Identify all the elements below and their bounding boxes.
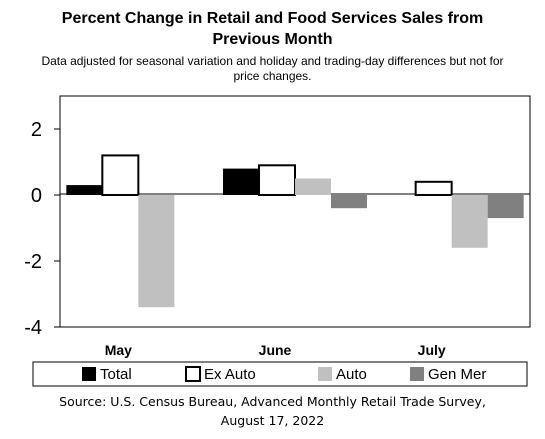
legend-swatch-total xyxy=(82,367,96,381)
y-tick-label: 0 xyxy=(31,185,42,207)
legend-label-total: Total xyxy=(100,366,132,383)
bar-gen-mer-july xyxy=(487,195,524,219)
legend-label-ex-auto: Ex Auto xyxy=(204,366,256,383)
bar-auto-july xyxy=(451,195,488,248)
legend: Total Ex Auto Auto Gen Mer xyxy=(32,361,528,387)
x-axis-category-labels: May June July xyxy=(105,342,446,358)
y-tick-label: -4 xyxy=(24,317,42,339)
chart-title: Percent Change in Retail and Food Servic… xyxy=(0,8,545,50)
y-tick-label: -2 xyxy=(24,251,42,273)
source-line-2: August 17, 2022 xyxy=(220,413,325,428)
category-label-june: June xyxy=(259,342,292,358)
y-axis: 2 0 -2 -4 xyxy=(24,119,60,339)
chart-subtitle-line-2: price changes. xyxy=(233,69,312,83)
legend-swatch-auto xyxy=(318,367,332,381)
bar-series xyxy=(66,154,524,308)
legend-label-auto: Auto xyxy=(336,366,367,383)
chart-subtitle: Data adjusted for seasonal variation and… xyxy=(10,54,535,84)
bar-ex-auto-july xyxy=(414,180,453,197)
bar-auto-june xyxy=(295,178,331,195)
category-label-july: July xyxy=(418,342,446,358)
legend-box xyxy=(32,361,528,387)
chart-title-line-2: Previous Month xyxy=(212,31,333,48)
bar-total-may xyxy=(66,185,103,195)
chart-subtitle-line-1: Data adjusted for seasonal variation and… xyxy=(41,54,504,68)
chart-title-line-1: Percent Change in Retail and Food Servic… xyxy=(61,10,484,27)
source-note: Source: U.S. Census Bureau, Advanced Mon… xyxy=(0,392,545,430)
bar-ex-auto-may xyxy=(101,154,140,196)
legend-label-gen-mer: Gen Mer xyxy=(428,366,486,383)
y-tick-label: 2 xyxy=(31,119,42,141)
bar-ex-auto-june xyxy=(258,164,296,197)
legend-swatch-gen-mer xyxy=(410,367,424,381)
bar-total-june xyxy=(223,168,259,195)
bar-auto-may xyxy=(138,195,175,308)
bar-gen-mer-june xyxy=(331,195,367,209)
category-label-may: May xyxy=(105,342,132,358)
legend-swatch-ex-auto xyxy=(185,366,201,382)
source-line-1: Source: U.S. Census Bureau, Advanced Mon… xyxy=(59,394,486,409)
